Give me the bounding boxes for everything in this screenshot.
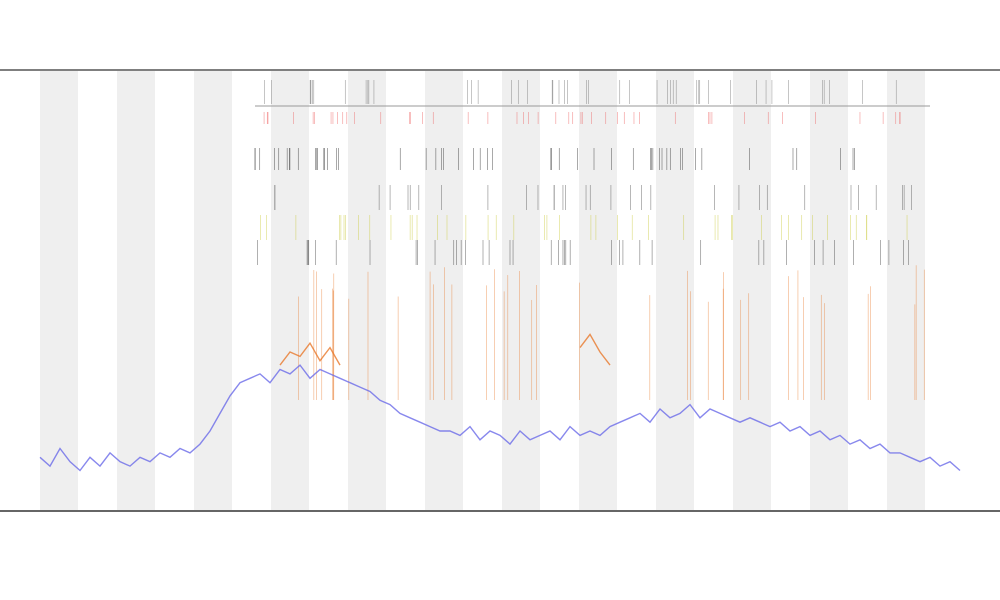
- band: [502, 71, 540, 510]
- band: [733, 71, 771, 510]
- background-bands: [40, 71, 925, 510]
- band: [887, 71, 925, 510]
- band: [810, 71, 848, 510]
- band: [425, 71, 463, 510]
- band: [656, 71, 694, 510]
- event-ticks: [254, 80, 925, 400]
- band: [117, 71, 155, 510]
- band: [348, 71, 386, 510]
- band: [579, 71, 617, 510]
- band: [271, 71, 309, 510]
- series-line: [279, 333, 611, 366]
- series-line: [39, 364, 961, 472]
- band: [40, 71, 78, 510]
- band: [194, 71, 232, 510]
